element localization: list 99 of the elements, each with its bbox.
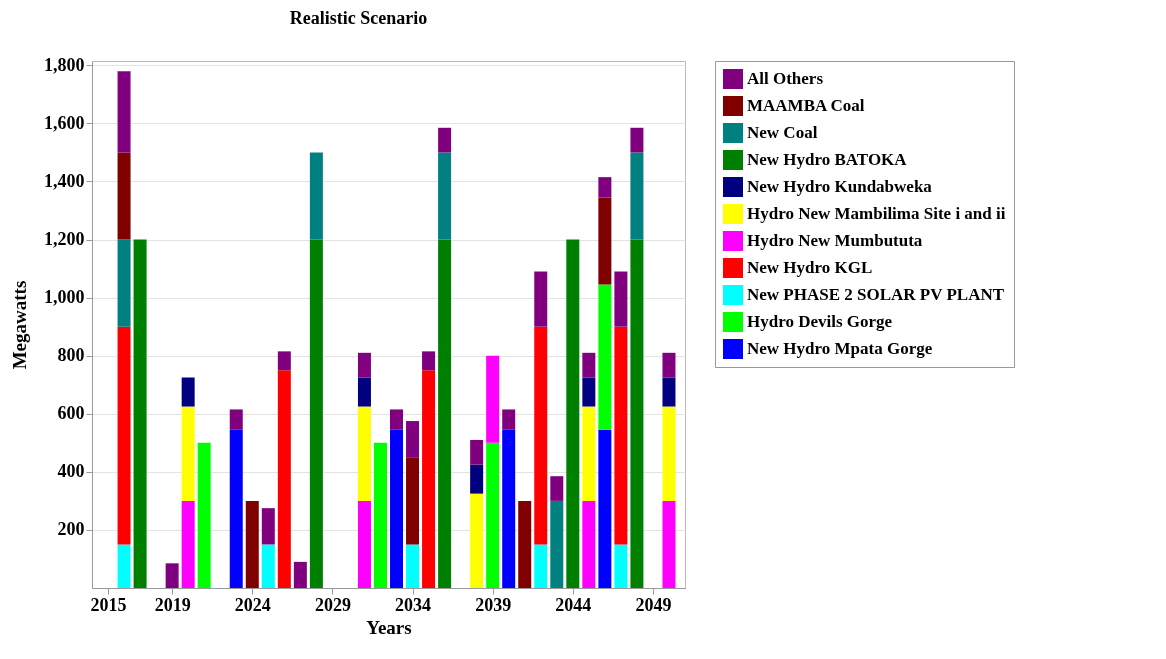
bar	[277, 370, 291, 588]
bar	[582, 377, 596, 407]
bar	[261, 508, 275, 545]
bar	[373, 442, 387, 588]
bar	[406, 421, 420, 458]
bar	[357, 406, 371, 501]
x-tick-label: 2029	[314, 594, 351, 615]
bar	[117, 239, 131, 327]
legend-label: MAAMBA Coal	[747, 96, 865, 115]
bar	[582, 500, 596, 588]
bar	[406, 457, 420, 545]
bar	[534, 544, 548, 588]
bar	[550, 476, 564, 501]
legend-label: Hydro Devils Gorge	[747, 312, 893, 331]
bar	[390, 429, 404, 588]
legend-label: New PHASE 2 SOLAR PV PLANT	[747, 285, 1005, 304]
bar	[261, 544, 275, 588]
x-tick-label: 2039	[475, 594, 512, 615]
x-tick-label: 2034	[395, 594, 432, 615]
bar	[598, 197, 612, 285]
y-tick-label: 800	[57, 345, 85, 366]
bar	[229, 409, 243, 430]
bar	[133, 239, 147, 588]
bar	[438, 239, 452, 588]
bar	[662, 352, 676, 378]
y-tick-label: 1,200	[44, 229, 85, 250]
bar	[309, 239, 323, 588]
legend-label: New Hydro Kundabweka	[747, 177, 933, 196]
bar	[197, 442, 211, 588]
bar	[614, 326, 628, 545]
bar	[470, 493, 484, 588]
bar	[550, 500, 564, 588]
legend-label: New Hydro BATOKA	[747, 150, 908, 169]
y-axis-title: Megawatts	[9, 280, 30, 370]
bar	[662, 406, 676, 501]
bar	[486, 442, 500, 588]
bar	[470, 464, 484, 494]
bar	[614, 544, 628, 588]
bar	[566, 239, 580, 588]
bar	[117, 326, 131, 545]
x-tick-label: 2015	[90, 594, 127, 615]
bar	[117, 544, 131, 588]
bar	[630, 152, 644, 240]
legend-label: Hydro New Mambilima Site i and ii	[747, 204, 1006, 223]
legend-label: New Hydro KGL	[747, 258, 873, 277]
bar	[598, 284, 612, 430]
x-tick-label: 2044	[555, 594, 592, 615]
bar	[181, 406, 195, 501]
bar	[582, 406, 596, 501]
bar	[293, 561, 307, 588]
bar	[309, 152, 323, 240]
y-tick-label: 1,800	[44, 54, 85, 75]
bar	[486, 355, 500, 443]
bar	[357, 352, 371, 378]
bar	[534, 326, 548, 545]
bar	[390, 409, 404, 430]
bar	[598, 177, 612, 198]
bar	[181, 377, 195, 407]
legend-label: New Coal	[747, 123, 818, 142]
bar	[165, 563, 179, 588]
bar	[357, 377, 371, 407]
bar	[406, 544, 420, 588]
bar	[422, 351, 436, 371]
bar	[630, 239, 644, 588]
x-tick-label: 2019	[154, 594, 191, 615]
bar	[502, 409, 516, 430]
bar	[518, 500, 532, 588]
y-tick-label: 600	[57, 403, 85, 424]
bar	[662, 500, 676, 588]
y-tick-label: 1,600	[44, 112, 85, 133]
y-tick-label: 1,000	[44, 287, 85, 308]
bar	[534, 271, 548, 327]
legend-label: All Others	[747, 69, 824, 88]
bar	[630, 127, 644, 153]
bar	[245, 500, 259, 588]
bar	[117, 71, 131, 153]
chart-title: Realistic Scenario	[289, 8, 428, 29]
bar	[598, 429, 612, 588]
legend-label: Hydro New Mumbututa	[747, 231, 923, 250]
bar	[614, 271, 628, 327]
x-tick-label: 2024	[234, 594, 271, 615]
y-tick-label: 200	[57, 519, 85, 540]
y-tick-label: 1,400	[44, 171, 85, 191]
bar	[422, 370, 436, 588]
bar	[582, 352, 596, 378]
bar	[438, 127, 452, 153]
x-tick-label: 2049	[635, 594, 672, 615]
legend-label: New Hydro Mpata Gorge	[747, 339, 933, 358]
bar	[357, 500, 371, 588]
bar	[277, 351, 291, 371]
bar	[470, 439, 484, 465]
bar	[229, 429, 243, 588]
bar	[117, 152, 131, 240]
bar	[502, 429, 516, 588]
y-tick-label: 400	[57, 461, 85, 482]
bar	[181, 500, 195, 588]
bar	[662, 377, 676, 407]
bar	[438, 152, 452, 240]
x-axis-title: Years	[366, 616, 412, 638]
